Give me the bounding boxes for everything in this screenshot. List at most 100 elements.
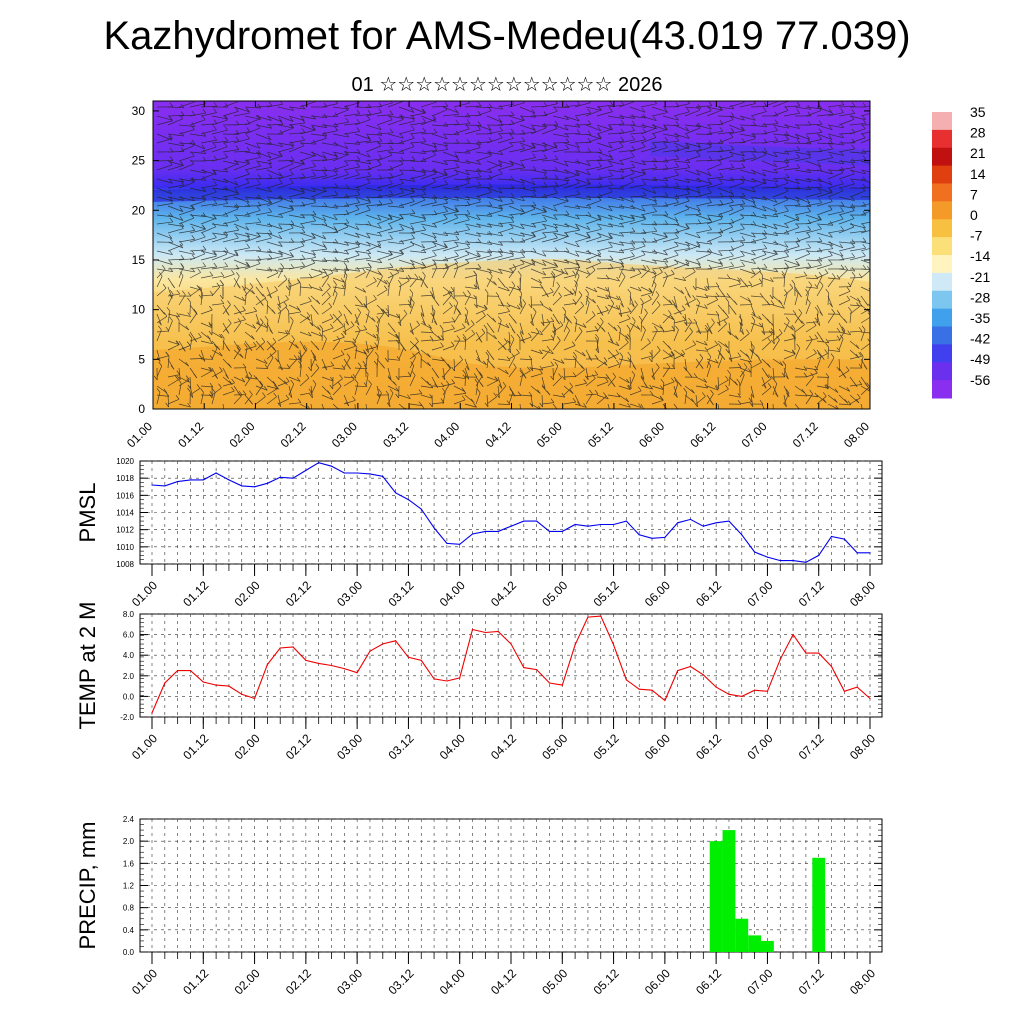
wind-barb: [156, 178, 173, 184]
wind-barb: [585, 166, 602, 171]
wind-barb-flag: [433, 198, 437, 203]
wind-barb: [695, 229, 712, 234]
wind-barb-flag: [477, 181, 482, 186]
wind-barb: [728, 239, 745, 243]
wind-barb: [387, 163, 404, 171]
wind-barb: [772, 177, 789, 180]
wind-barb: [497, 132, 514, 135]
wind-barb: [156, 187, 172, 195]
wind-barb-flag: [740, 213, 745, 219]
wind-barb-flag: [708, 124, 712, 130]
wind-barb: [233, 138, 250, 144]
wind-barb: [552, 196, 569, 202]
wind-barb: [244, 232, 261, 238]
wind-barb-flag: [851, 239, 856, 244]
wind-barb: [827, 133, 844, 139]
wind-barb: [376, 142, 393, 145]
wind-barb: [464, 129, 481, 135]
wind-barb: [739, 103, 756, 108]
wind-barb-flag: [169, 147, 174, 153]
wind-barb-flag: [510, 217, 515, 223]
wind-barb: [475, 151, 492, 155]
wind-barb: [607, 223, 624, 228]
wind-barb: [629, 169, 646, 175]
wind-barb: [761, 205, 778, 213]
wind-barb-flag: [641, 142, 646, 147]
wind-barb: [167, 241, 184, 249]
wind-barb-flag: [554, 155, 559, 160]
wind-barb-flag: [719, 192, 724, 198]
wind-barb-flag: [344, 150, 349, 155]
wind-barb: [200, 203, 217, 207]
wind-barb-flag: [356, 198, 360, 203]
wind-barb-flag: [752, 132, 757, 138]
wind-barb-flag: [366, 134, 371, 140]
wind-barb-flag: [344, 222, 349, 228]
wind-barb: [321, 142, 338, 147]
wind-barb-flag: [874, 169, 877, 173]
wind-barb-flag: [488, 212, 493, 217]
wind-barb: [662, 237, 679, 243]
wind-barb-flag: [576, 159, 581, 164]
wind-barb: [321, 214, 338, 221]
wind-barb: [365, 196, 382, 199]
wind-barb: [376, 132, 393, 135]
wind-barb-flag: [257, 153, 261, 158]
wind-barb-flag: [444, 122, 449, 127]
wind-barb-flag: [795, 214, 800, 219]
wind-barb-flag: [311, 151, 316, 156]
wind-barb-flag: [278, 117, 283, 123]
wind-barb-flag: [443, 243, 448, 248]
wind-barb: [398, 115, 415, 120]
wind-barb: [717, 195, 734, 198]
wind-barb: [728, 217, 744, 225]
wind-barb: [508, 196, 525, 202]
wind-barb-flag: [576, 143, 580, 148]
wind-barb-flag: [499, 104, 504, 110]
wind-barb: [343, 194, 360, 198]
wind-barb: [673, 103, 690, 108]
wind-barb-flag: [521, 208, 526, 214]
wind-barb-flag: [256, 144, 261, 149]
wind-barb: [585, 253, 601, 261]
y-tick-label: 1020: [116, 457, 134, 466]
wind-barb: [420, 245, 437, 252]
wind-barb-flag: [180, 111, 185, 116]
wind-barb-flag: [576, 101, 581, 106]
wind-barb-flag: [179, 216, 184, 221]
wind-barb-flag: [345, 202, 350, 207]
wind-barb-flag: [730, 197, 734, 203]
wind-barb: [673, 248, 690, 252]
wind-barb: [706, 142, 724, 144]
wind-barb: [629, 184, 646, 189]
data-point: [253, 486, 256, 488]
wind-barb: [398, 178, 415, 182]
data-point: [420, 508, 422, 510]
wind-barb-flag: [180, 141, 185, 147]
wind-barb-flag: [532, 201, 537, 206]
wind-barb-flag: [389, 224, 393, 229]
wind-barb-flag: [290, 143, 294, 148]
wind-barb-flag: [784, 195, 789, 201]
wind-barb-flag: [851, 138, 856, 144]
wind-barb-flag: [631, 216, 635, 221]
data-point: [164, 485, 166, 487]
wind-barb-flag: [707, 171, 712, 176]
wind-barb: [640, 115, 657, 121]
wind-barb-flag: [653, 176, 658, 181]
wind-barb-flag: [201, 144, 206, 150]
wind-barb-flag: [180, 196, 184, 201]
wind-barb: [739, 178, 756, 183]
wind-barb-flag: [542, 261, 547, 266]
wind-barb: [695, 178, 712, 185]
x-tick-label: 05.12: [585, 419, 616, 450]
wind-barb-flag: [180, 180, 184, 186]
wind-barb: [376, 154, 393, 162]
wind-barb: [332, 109, 348, 117]
wind-barb-flag: [389, 179, 393, 184]
wind-barb-flag: [213, 108, 217, 113]
wind-barb: [838, 173, 855, 180]
wind-barb-flag: [785, 206, 789, 212]
wind-barb: [827, 112, 844, 117]
wind-barb: [277, 182, 294, 189]
